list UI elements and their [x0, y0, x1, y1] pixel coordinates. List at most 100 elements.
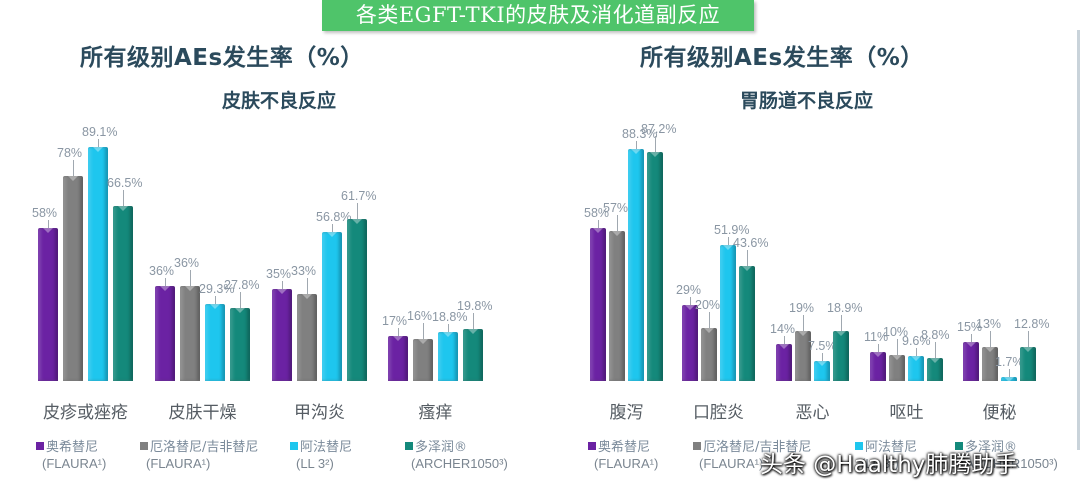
- bar: [609, 231, 625, 381]
- label-leader-line: [282, 280, 283, 289]
- slide-edge-divider: [1077, 30, 1080, 450]
- label-leader-line: [747, 250, 748, 267]
- legend-label: 厄洛替尼/吉非替尼: [703, 440, 812, 455]
- bar: [1001, 376, 1017, 381]
- bar: [63, 175, 83, 381]
- bar: [272, 288, 292, 381]
- value-label: 11%: [864, 330, 889, 345]
- bar: [870, 352, 886, 381]
- legend-swatch-icon: [855, 442, 863, 450]
- bar: [388, 336, 408, 381]
- value-label: 16%: [407, 308, 433, 323]
- label-leader-line: [1009, 368, 1010, 377]
- legend-item: 奥希替尼 (FLAURA¹): [588, 440, 658, 472]
- category-label: 瘙痒: [418, 403, 453, 423]
- legend-label: 厄洛替尼/吉非替尼: [150, 440, 259, 455]
- label-leader-line: [916, 347, 917, 356]
- label-leader-line: [636, 140, 637, 149]
- bar: [322, 231, 342, 381]
- label-leader-line: [935, 341, 936, 358]
- legend-trial-label: (FLAURA¹): [42, 456, 107, 471]
- bar: [38, 228, 58, 381]
- bar: [463, 328, 483, 381]
- value-label: 43.6%: [733, 236, 769, 251]
- legend-item: 阿法替尼 (LL 3²): [855, 440, 917, 472]
- label-leader-line: [357, 202, 358, 219]
- value-label: 1.7%: [995, 354, 1024, 369]
- label-leader-line: [473, 312, 474, 329]
- label-leader-line: [48, 220, 49, 229]
- legend-swatch-icon: [588, 442, 596, 450]
- chart-title: 所有级别AEs发生率（%）: [640, 45, 924, 71]
- label-leader-line: [841, 315, 842, 332]
- legend-item: 厄洛替尼/吉非替尼 (FLAURA¹): [140, 440, 258, 472]
- bar: [720, 244, 736, 381]
- legend-trial-label: (ARCHER1050³): [961, 456, 1058, 471]
- label-leader-line: [448, 323, 449, 332]
- legend-label: 阿法替尼: [300, 440, 353, 455]
- chart-subtitle: 胃肠道不良反应: [740, 90, 874, 112]
- bar: [155, 286, 175, 381]
- legend-label: 多泽润®: [965, 440, 1018, 455]
- label-leader-line: [423, 322, 424, 339]
- legend-label: 多泽润®: [415, 440, 468, 455]
- value-label: 14%: [770, 322, 796, 337]
- bar: [628, 148, 644, 381]
- bar: [347, 218, 367, 381]
- legend-item: 阿法替尼 (LL 3²): [290, 440, 352, 472]
- label-leader-line: [215, 295, 216, 304]
- value-label: 27.8%: [224, 277, 260, 292]
- bar: [438, 331, 458, 381]
- label-leader-line: [971, 333, 972, 342]
- bar: [1020, 347, 1036, 381]
- legend-swatch-icon: [955, 442, 963, 450]
- value-label: 89.1%: [82, 124, 118, 139]
- bar: [297, 294, 317, 381]
- label-leader-line: [398, 328, 399, 337]
- bar: [795, 331, 811, 381]
- category-label: 甲沟炎: [294, 403, 345, 423]
- legend-trial-label: (FLAURA¹): [594, 456, 659, 471]
- bar: [647, 151, 663, 381]
- legend-label: 阿法替尼: [865, 440, 918, 455]
- value-label: 56.8%: [316, 209, 352, 224]
- value-label: 36%: [174, 256, 200, 271]
- value-label: 20%: [695, 298, 721, 313]
- bar: [739, 266, 755, 381]
- category-label: 皮肤干燥: [168, 403, 237, 423]
- category-label: 呕吐: [889, 403, 924, 423]
- skin-adverse-events-chart: 所有级别AEs发生率（%） 皮肤不良反应 58% 78% 89.1% 66.5% 皮疹或…: [0, 0, 540, 486]
- label-leader-line: [617, 215, 618, 232]
- value-label: 10%: [883, 324, 909, 339]
- value-label: 18.9%: [827, 301, 863, 316]
- label-leader-line: [878, 344, 879, 353]
- legend-label: 奥希替尼: [46, 440, 99, 455]
- bar: [889, 354, 905, 381]
- value-label: 19%: [789, 301, 815, 316]
- legend-swatch-icon: [36, 442, 44, 450]
- page-banner-title: 各类EGFT-TKI的皮肤及消化道副反应: [322, 0, 754, 31]
- legend-item: 多泽润® (ARCHER1050³): [955, 440, 1058, 472]
- value-label: 8.8%: [921, 327, 950, 342]
- label-leader-line: [897, 338, 898, 355]
- legend-item: 厄洛替尼/吉非替尼 (FLAURA¹): [693, 440, 811, 472]
- value-label: 66.5%: [107, 176, 143, 191]
- value-label: 51.9%: [714, 222, 750, 237]
- value-label: 29%: [676, 282, 702, 297]
- label-leader-line: [240, 291, 241, 308]
- value-label: 58%: [584, 206, 610, 221]
- watermark: 头条 @Haalthy肺腾助手: [760, 452, 1018, 478]
- label-leader-line: [655, 135, 656, 152]
- value-label: 18.8%: [432, 309, 468, 324]
- label-leader-line: [1028, 331, 1029, 348]
- legend-swatch-icon: [405, 442, 413, 450]
- bar: [982, 346, 998, 381]
- label-leader-line: [690, 296, 691, 305]
- legend-trial-label: (FLAURA¹): [146, 456, 211, 471]
- label-leader-line: [165, 278, 166, 287]
- value-label: 36%: [149, 264, 175, 279]
- bar: [590, 228, 606, 381]
- legend-swatch-icon: [140, 442, 148, 450]
